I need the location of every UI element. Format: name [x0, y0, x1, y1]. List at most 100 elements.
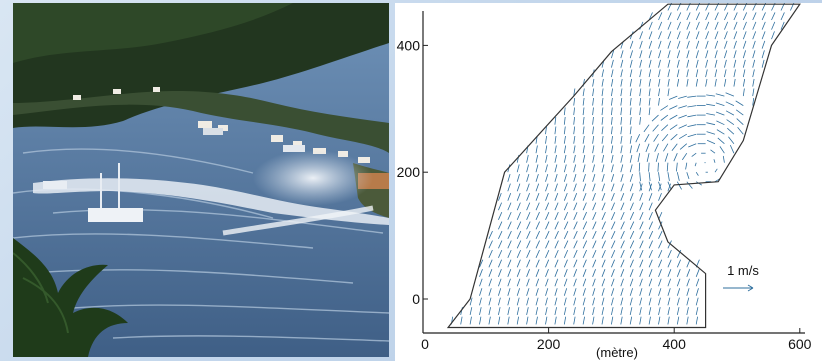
- velocity-arrow: [706, 94, 716, 97]
- velocity-arrow: [686, 59, 690, 68]
- velocity-arrow: [582, 192, 587, 201]
- velocity-arrow: [676, 181, 682, 190]
- velocity-arrow: [620, 249, 625, 258]
- velocity-arrow: [526, 278, 530, 287]
- velocity-arrow: [658, 230, 663, 239]
- velocity-arrow: [507, 297, 511, 306]
- velocity-arrow: [554, 164, 558, 173]
- velocity-arrow: [601, 145, 604, 154]
- velocity-arrow: [601, 316, 604, 325]
- velocity-arrow: [695, 59, 699, 68]
- velocity-arrow: [582, 116, 585, 125]
- velocity-arrow: [676, 69, 680, 78]
- velocity-arrow: [742, 88, 745, 97]
- velocity-arrow: [639, 230, 644, 239]
- velocity-arrow: [554, 126, 557, 135]
- velocity-arrow: [695, 21, 700, 30]
- velocity-arrow: [724, 59, 727, 68]
- velocity-arrow: [638, 162, 641, 172]
- velocity-arrow: [667, 240, 672, 249]
- velocity-arrow: [639, 307, 642, 315]
- velocity-arrow: [664, 153, 669, 162]
- velocity-arrow: [554, 116, 557, 125]
- velocity-arrow: [498, 307, 501, 315]
- velocity-arrow: [658, 278, 662, 287]
- velocity-arrow: [761, 50, 765, 59]
- velocity-arrow: [654, 143, 659, 152]
- velocity-arrow: [620, 221, 625, 230]
- velocity-arrow: [658, 172, 661, 182]
- velocity-arrow: [573, 154, 576, 163]
- velocity-arrow: [582, 278, 587, 287]
- velocity-arrow: [687, 114, 697, 118]
- velocity-arrow: [545, 240, 550, 249]
- velocity-arrow: [601, 269, 606, 277]
- velocity-arrow: [573, 307, 576, 315]
- velocity-arrow: [658, 31, 662, 40]
- velocity-arrow: [488, 307, 491, 315]
- velocity-arrow: [648, 31, 653, 40]
- velocity-arrow: [686, 307, 689, 315]
- velocity-arrow: [507, 202, 512, 211]
- velocity-arrow: [526, 192, 530, 201]
- velocity-arrow: [611, 69, 614, 78]
- velocity-arrow: [601, 88, 604, 97]
- velocity-arrow: [563, 173, 567, 182]
- velocity-arrow: [611, 173, 615, 182]
- velocity-arrow: [563, 145, 567, 154]
- velocity-arrow: [742, 69, 746, 78]
- velocity-arrow: [620, 202, 625, 211]
- x-tick-label: 0: [421, 336, 429, 352]
- velocity-arrow: [639, 316, 642, 325]
- velocity-arrow: [582, 259, 587, 268]
- velocity-arrow: [681, 152, 688, 161]
- velocity-arrow: [648, 230, 654, 239]
- velocity-arrow: [686, 31, 691, 40]
- velocity-arrow: [620, 50, 624, 59]
- velocity-arrow: [611, 202, 615, 211]
- velocity-arrow: [526, 297, 529, 306]
- velocity-arrow: [714, 78, 717, 87]
- velocity-arrow: [752, 88, 755, 97]
- velocity-arrow: [620, 192, 625, 201]
- velocity-arrow: [479, 307, 482, 315]
- plot-canvas: 0 200 400 0 200 400 600 (mètre) 1 m/s: [397, 3, 812, 360]
- velocity-arrow: [592, 211, 597, 220]
- velocity-arrow: [526, 202, 531, 211]
- x-tick-label: 400: [663, 336, 687, 352]
- velocity-arrow: [611, 211, 616, 220]
- velocity-arrow: [658, 50, 662, 59]
- velocity-arrow: [639, 172, 641, 182]
- velocity-arrow: [563, 183, 568, 192]
- velocity-arrow: [648, 172, 651, 182]
- velocity-arrow: [780, 21, 785, 30]
- velocity-arrow: [563, 269, 568, 277]
- velocity-arrow: [554, 135, 557, 144]
- velocity-arrow: [648, 59, 652, 68]
- velocity-arrow: [725, 92, 735, 97]
- velocity-arrow: [592, 154, 595, 163]
- velocity-arrow: [554, 173, 558, 182]
- velocity-arrow: [516, 288, 520, 296]
- velocity-arrow: [554, 154, 557, 163]
- velocity-arrow: [667, 21, 672, 30]
- velocity-arrow: [592, 173, 596, 182]
- velocity-arrow: [629, 107, 632, 116]
- velocity-arrow: [573, 278, 577, 287]
- velocity-arrow: [629, 192, 634, 201]
- velocity-arrow: [648, 288, 652, 296]
- velocity-arrow: [695, 288, 699, 296]
- velocity-arrow: [488, 278, 492, 287]
- velocity-arrow: [611, 164, 614, 173]
- velocity-arrow: [563, 288, 568, 296]
- velocity-arrow: [582, 240, 588, 249]
- velocity-arrow: [573, 88, 576, 97]
- spray-cloud: [253, 150, 373, 206]
- velocity-arrow: [563, 164, 567, 173]
- velocity-arrow: [714, 21, 719, 30]
- velocity-arrow: [582, 126, 585, 135]
- velocity-arrow: [620, 297, 624, 306]
- velocity-arrow: [667, 69, 670, 78]
- velocity-arrow: [479, 269, 483, 277]
- velocity-arrow: [507, 269, 512, 277]
